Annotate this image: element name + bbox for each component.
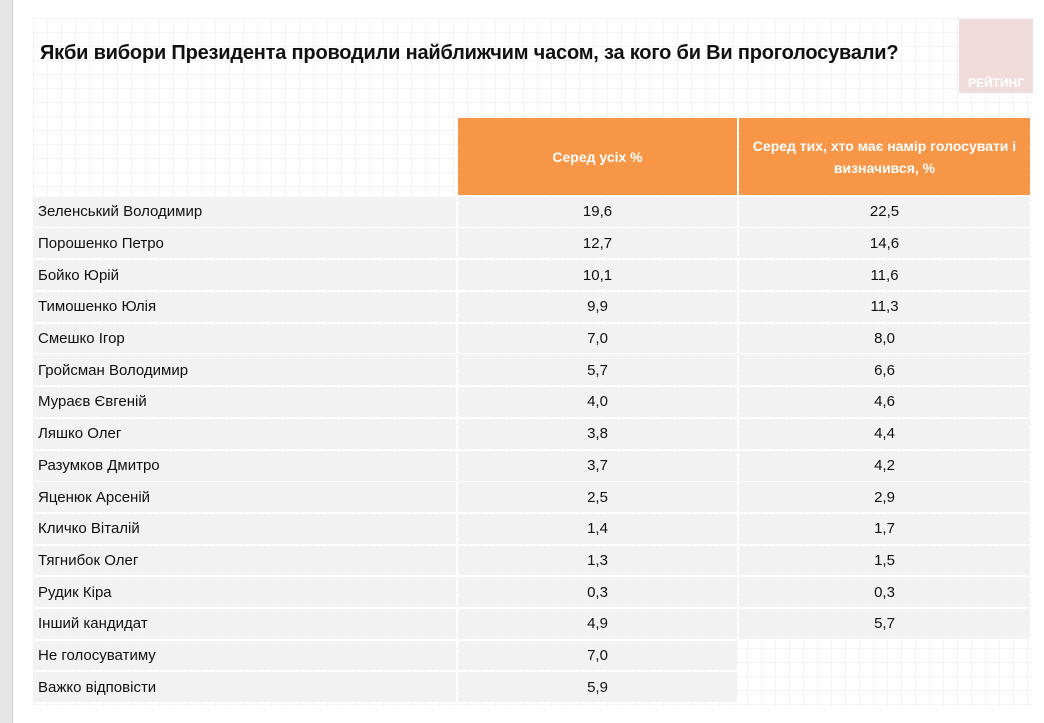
value-all: 7,0 [458, 323, 737, 354]
table-row: Разумков Дмитро 3,7 4,2 [33, 450, 1030, 481]
results-table: Серед усіх % Серед тих, хто має намір го… [31, 116, 1032, 704]
value-all: 3,8 [458, 418, 737, 449]
value-all: 0,3 [458, 577, 737, 607]
candidate-name: Бойко Юрій [33, 260, 456, 291]
table-row: Ляшко Олег 3,8 4,4 [33, 418, 1030, 449]
value-decided [739, 672, 1030, 702]
table-row: Порошенко Петро 12,7 14,6 [33, 228, 1030, 259]
candidate-name: Кличко Віталій [33, 513, 456, 544]
logo-text: РЕЙТИНГ [967, 76, 1025, 90]
value-decided: 1,7 [739, 513, 1030, 544]
header-all: Серед усіх % [458, 118, 737, 195]
value-all: 9,9 [458, 292, 737, 322]
table-row: Важко відповісти 5,9 [33, 672, 1030, 702]
candidate-name: Важко відповісти [33, 672, 456, 702]
candidate-name: Зеленський Володимир [33, 197, 456, 227]
value-all: 3,7 [458, 450, 737, 481]
value-decided: 4,4 [739, 418, 1030, 449]
candidate-name: Рудик Кіра [33, 577, 456, 607]
value-all: 4,9 [458, 608, 737, 639]
table-row: Зеленський Володимир 19,6 22,5 [33, 197, 1030, 227]
value-all: 2,5 [458, 482, 737, 512]
value-decided: 11,3 [739, 292, 1030, 322]
value-decided: 4,2 [739, 450, 1030, 481]
value-all: 4,0 [458, 387, 737, 417]
value-all: 7,0 [458, 640, 737, 671]
table-row: Тимошенко Юлія 9,9 11,3 [33, 292, 1030, 322]
candidate-name: Разумков Дмитро [33, 450, 456, 481]
slide-title: Якби вибори Президента проводили найближ… [40, 42, 899, 64]
table-row: Тягнибок Олег 1,3 1,5 [33, 545, 1030, 576]
value-decided: 14,6 [739, 228, 1030, 259]
candidate-name: Гройсман Володимир [33, 355, 456, 386]
value-decided: 1,5 [739, 545, 1030, 576]
table-row: Не голосуватиму 7,0 [33, 640, 1030, 671]
table-row: Смешко Ігор 7,0 8,0 [33, 323, 1030, 354]
candidate-name: Тягнибок Олег [33, 545, 456, 576]
value-all: 1,4 [458, 513, 737, 544]
table-row: Яценюк Арсеній 2,5 2,9 [33, 482, 1030, 512]
table-row: Рудик Кіра 0,3 0,3 [33, 577, 1030, 607]
rating-logo: РЕЙТИНГ [959, 19, 1033, 93]
table-row: Гройсман Володимир 5,7 6,6 [33, 355, 1030, 386]
table-row: Кличко Віталій 1,4 1,7 [33, 513, 1030, 544]
table-header-row: Серед усіх % Серед тих, хто має намір го… [33, 118, 1030, 195]
value-all: 1,3 [458, 545, 737, 576]
value-all: 10,1 [458, 260, 737, 291]
value-all: 12,7 [458, 228, 737, 259]
candidate-name: Ляшко Олег [33, 418, 456, 449]
value-decided: 22,5 [739, 197, 1030, 227]
value-decided [739, 641, 1030, 671]
value-decided: 2,9 [739, 482, 1030, 512]
value-decided: 0,3 [739, 577, 1030, 607]
table-row: Мураєв Євгеній 4,0 4,6 [33, 387, 1030, 417]
value-decided: 11,6 [739, 260, 1030, 291]
candidate-name: Інший кандидат [33, 608, 456, 639]
header-blank [33, 118, 456, 195]
candidate-name: Не голосуватиму [33, 640, 456, 671]
page-edge [0, 0, 13, 723]
table-row: Бойко Юрій 10,1 11,6 [33, 260, 1030, 291]
value-all: 5,7 [458, 355, 737, 386]
candidate-name: Мураєв Євгеній [33, 387, 456, 417]
candidate-name: Смешко Ігор [33, 323, 456, 354]
value-decided: 4,6 [739, 387, 1030, 417]
value-decided: 8,0 [739, 323, 1030, 354]
value-decided: 6,6 [739, 355, 1030, 386]
value-decided: 5,7 [739, 608, 1030, 639]
table-row: Інший кандидат 4,9 5,7 [33, 608, 1030, 639]
header-decided: Серед тих, хто має намір голосувати і ви… [739, 118, 1030, 195]
candidate-name: Порошенко Петро [33, 228, 456, 259]
candidate-name: Яценюк Арсеній [33, 482, 456, 512]
candidate-name: Тимошенко Юлія [33, 292, 456, 322]
value-all: 19,6 [458, 197, 737, 227]
value-all: 5,9 [458, 672, 737, 702]
